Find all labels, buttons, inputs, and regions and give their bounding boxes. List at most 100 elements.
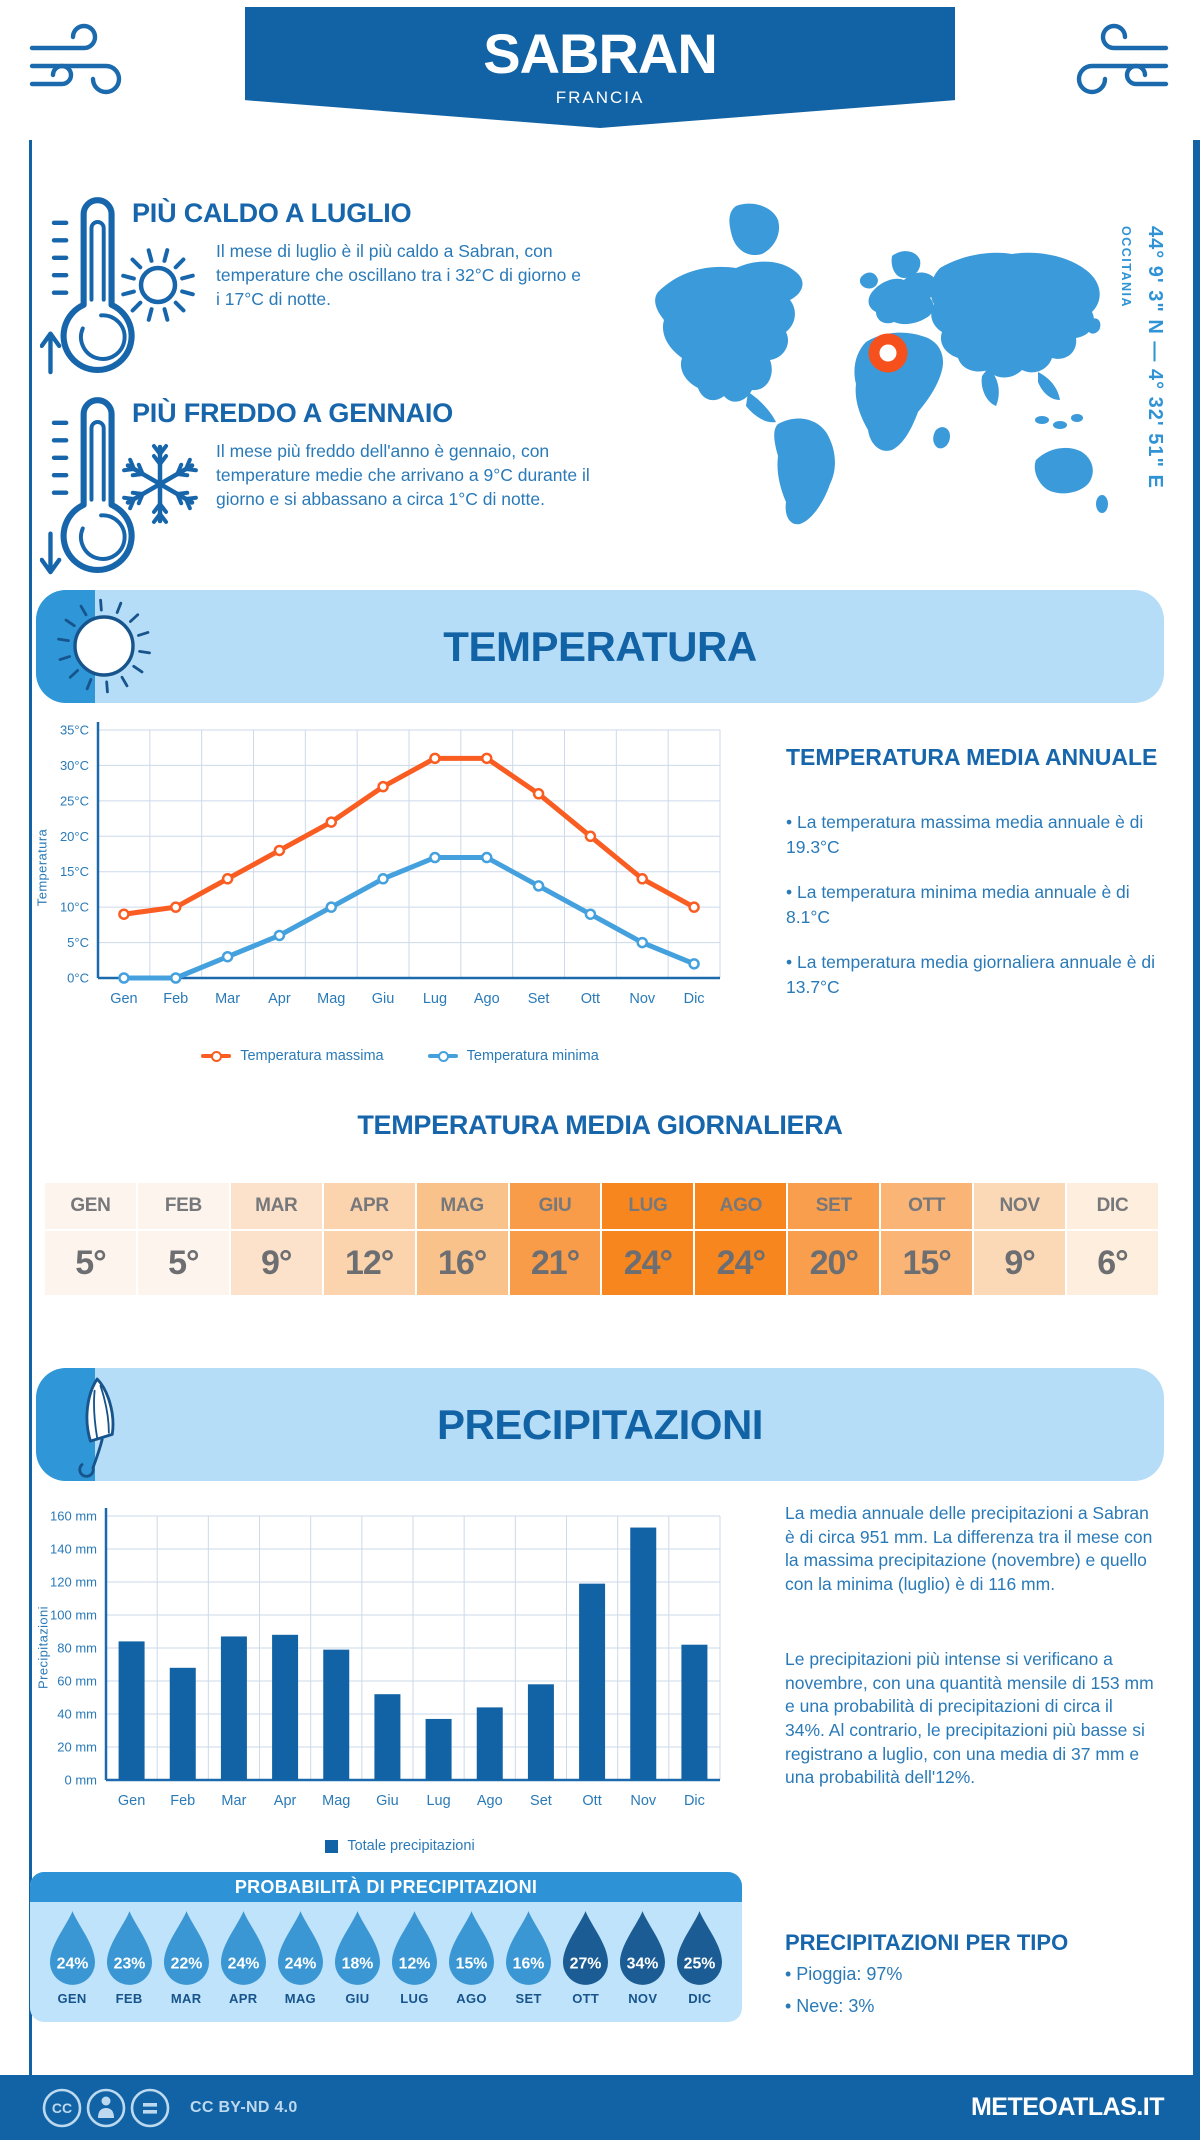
- sun-icon: [121, 248, 195, 322]
- table-temperature-value: 16°: [416, 1231, 508, 1295]
- probability-droplet: 23% FEB: [103, 1910, 155, 2006]
- cc-by-nd-icons: CC: [42, 2088, 170, 2127]
- table-temperature-value: 9°: [974, 1231, 1066, 1295]
- svg-text:120 mm: 120 mm: [50, 1575, 97, 1590]
- temperature-y-axis-label: Temperatura: [34, 828, 50, 907]
- site-name: METEOATLAS.IT: [970, 2093, 1165, 2121]
- svg-text:24%: 24%: [227, 1955, 259, 1972]
- table-month-label: AGO: [695, 1183, 787, 1229]
- svg-text:24%: 24%: [284, 1955, 316, 1972]
- table-column: MAG 16°: [416, 1183, 508, 1295]
- page-title: SABRAN: [483, 22, 718, 85]
- droplet-month-label: GEN: [57, 1991, 87, 2006]
- precipitation-paragraph-2: Le precipitazioni più intense si verific…: [785, 1649, 1154, 1788]
- annual-bullet: • La temperatura minima media annuale è …: [786, 882, 1130, 927]
- table-column: NOV 9°: [974, 1183, 1066, 1295]
- table-temperature-value: 5°: [45, 1231, 136, 1295]
- header-banner: SABRAN FRANCIA: [245, 7, 955, 128]
- svg-text:Ott: Ott: [581, 991, 600, 1007]
- precipitation-section-banner: PRECIPITAZIONI: [36, 1368, 1164, 1481]
- legend-item: Temperatura minima: [427, 1048, 599, 1064]
- svg-text:0 mm: 0 mm: [65, 1773, 98, 1788]
- world-map: [655, 203, 1108, 525]
- svg-text:80 mm: 80 mm: [57, 1641, 97, 1656]
- sun-icon: [57, 598, 151, 694]
- svg-text:Giu: Giu: [376, 1793, 399, 1809]
- table-month-label: NOV: [974, 1183, 1066, 1229]
- table-temperature-value: 24°: [695, 1231, 787, 1295]
- svg-text:Mar: Mar: [215, 991, 240, 1007]
- svg-text:25%: 25%: [684, 1955, 716, 1972]
- warm-title: PIÙ CALDO A LUGLIO: [132, 198, 412, 228]
- snowflake-icon: [122, 444, 198, 524]
- license-label: CC BY-ND 4.0: [190, 2098, 298, 2116]
- precipitation-paragraph-1: La media annuale delle precipitazioni a …: [785, 1503, 1153, 1594]
- table-column: GIU 21°: [509, 1183, 601, 1295]
- svg-text:20°C: 20°C: [60, 829, 89, 844]
- table-temperature-value: 5°: [137, 1231, 229, 1295]
- table-column: SET 20°: [788, 1183, 880, 1295]
- annual-temperature-bullets: • La temperatura massima media annuale è…: [786, 810, 1168, 1020]
- wind-swirl-icon: [29, 23, 122, 95]
- table-month-label: APR: [323, 1183, 415, 1229]
- table-temperature-value: 12°: [323, 1231, 415, 1295]
- footer: CC CC BY-ND 4.0 METEOATLAS.IT: [0, 2075, 1200, 2140]
- droplet-month-label: GIU: [345, 1991, 370, 2006]
- svg-text:Giu: Giu: [372, 991, 395, 1007]
- cold-title: PIÙ FREDDO A GENNAIO: [132, 398, 454, 428]
- temperature-line-chart: 0°C 5°C 10°C 15°C 20°C 25°C 30°C 35°C Gen Feb Mar A…: [60, 722, 721, 1007]
- raindrop-icon: 16%: [506, 1911, 552, 1985]
- probability-droplet: 12% LUG: [388, 1910, 440, 2006]
- svg-text:16%: 16%: [513, 1955, 545, 1972]
- svg-text:Feb: Feb: [163, 991, 188, 1007]
- table-temperature-value: 20°: [788, 1231, 880, 1295]
- svg-text:Set: Set: [530, 1793, 552, 1809]
- precipitation-type-bullets: • Pioggia: 97% • Neve: 3%: [785, 1962, 902, 2026]
- temperature-chart-legend: Temperatura massima Temperatura minima: [120, 1048, 680, 1064]
- droplet-month-label: NOV: [628, 1991, 658, 2006]
- raindrop-icon: 25%: [677, 1911, 723, 1985]
- raindrop-icon: 22%: [163, 1911, 209, 1985]
- annual-bullet: • La temperatura massima media annuale è…: [786, 812, 1144, 857]
- warm-text: Il mese di luglio è il più caldo a Sabra…: [216, 241, 581, 309]
- svg-text:Lug: Lug: [426, 1793, 450, 1809]
- droplet-month-label: LUG: [400, 1991, 429, 2006]
- precipitation-probability-box: PROBABILITÀ DI PRECIPITAZIONI 24% GEN 23% F…: [30, 1872, 742, 2022]
- svg-text:Nov: Nov: [629, 991, 656, 1007]
- droplet-month-label: APR: [229, 1991, 258, 2006]
- svg-text:35°C: 35°C: [60, 723, 89, 738]
- svg-text:23%: 23%: [113, 1955, 145, 1972]
- probability-droplet: 34% NOV: [617, 1910, 669, 2006]
- table-temperature-value: 21°: [509, 1231, 601, 1295]
- table-month-label: LUG: [602, 1183, 694, 1229]
- table-month-label: FEB: [137, 1183, 229, 1229]
- table-month-label: SET: [788, 1183, 880, 1229]
- umbrella-icon: [78, 1377, 115, 1478]
- temperature-section-title: TEMPERATURA: [443, 622, 757, 670]
- svg-text:0°C: 0°C: [67, 971, 89, 986]
- table-month-label: DIC: [1067, 1183, 1158, 1229]
- droplet-month-label: AGO: [456, 1991, 487, 2006]
- type-bullet: • Neve: 3%: [785, 1996, 875, 2017]
- svg-text:22%: 22%: [170, 1955, 202, 1972]
- left-edge-rule: [29, 140, 32, 2075]
- raindrop-icon: 18%: [334, 1911, 380, 1985]
- svg-text:20 mm: 20 mm: [57, 1740, 97, 1755]
- svg-text:Gen: Gen: [110, 991, 137, 1007]
- coordinates-text: 44° 9' 3" N — 4° 32' 51" E: [1144, 226, 1166, 489]
- annual-bullet: • La temperatura media giornaliera annua…: [786, 952, 1155, 997]
- probability-droplet: 18% GIU: [331, 1910, 383, 2006]
- legend-item: Temperatura massima: [201, 1048, 384, 1064]
- svg-text:Lug: Lug: [423, 991, 447, 1007]
- region-text: OCCITANIA: [1119, 226, 1133, 309]
- cold-text: Il mese più freddo dell'anno è gennaio, …: [216, 441, 590, 509]
- svg-text:Gen: Gen: [118, 1793, 145, 1809]
- table-month-label: MAG: [416, 1183, 508, 1229]
- temperature-section-banner: TEMPERATURA: [36, 590, 1164, 703]
- table-column: GEN 5°: [45, 1183, 136, 1295]
- precipitation-type-heading: PRECIPITAZIONI PER TIPO: [785, 1930, 1069, 1955]
- svg-text:140 mm: 140 mm: [50, 1542, 97, 1557]
- page-subtitle: FRANCIA: [555, 88, 645, 107]
- droplet-month-label: FEB: [115, 1991, 143, 2006]
- table-temperature-value: 6°: [1067, 1231, 1158, 1295]
